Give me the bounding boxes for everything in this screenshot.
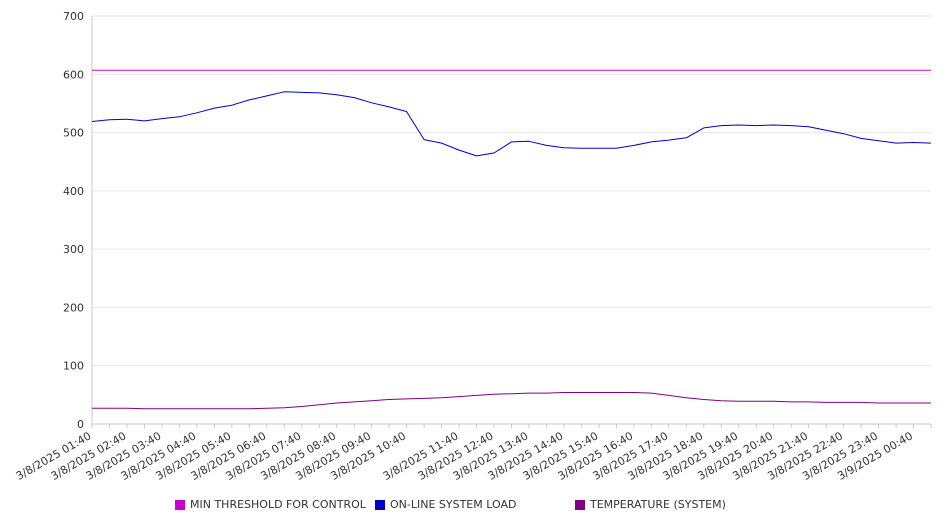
- legend: MIN THRESHOLD FOR CONTROL ON-LINE SYSTEM…: [175, 498, 935, 514]
- x-axis-tick-labels: 3/8/2025 01:403/8/2025 02:403/8/2025 03:…: [14, 429, 915, 483]
- legend-label-min-threshold: MIN THRESHOLD FOR CONTROL: [190, 498, 366, 511]
- axes: [91, 16, 932, 428]
- legend-swatch-temperature: [575, 499, 585, 510]
- y-tick-label-600: 600: [63, 68, 84, 81]
- y-tick-label-700: 700: [63, 10, 84, 23]
- gridlines: [92, 15, 931, 367]
- y-tick-label-500: 500: [63, 127, 84, 140]
- y-tick-label-0: 0: [77, 418, 84, 431]
- series-line-temperature-system: [92, 392, 931, 410]
- legend-item-min-threshold: MIN THRESHOLD FOR CONTROL: [175, 498, 366, 511]
- legend-swatch-min-threshold: [175, 499, 185, 510]
- series-lines: [91, 69, 932, 410]
- y-tick-label-400: 400: [63, 185, 84, 198]
- y-tick-label-200: 200: [63, 301, 84, 314]
- legend-item-temperature: TEMPERATURE (SYSTEM): [575, 498, 726, 511]
- legend-label-system-load: ON-LINE SYSTEM LOAD: [390, 498, 517, 511]
- y-tick-label-300: 300: [63, 243, 84, 256]
- y-axis-tick-labels: 0 100 200 300 400 500 600 700: [63, 10, 84, 431]
- legend-label-temperature: TEMPERATURE (SYSTEM): [590, 498, 726, 511]
- series-line-on-line-system-load: [91, 91, 932, 157]
- legend-swatch-system-load: [375, 499, 385, 510]
- y-tick-label-100: 100: [63, 360, 84, 373]
- legend-item-system-load: ON-LINE SYSTEM LOAD: [375, 498, 516, 511]
